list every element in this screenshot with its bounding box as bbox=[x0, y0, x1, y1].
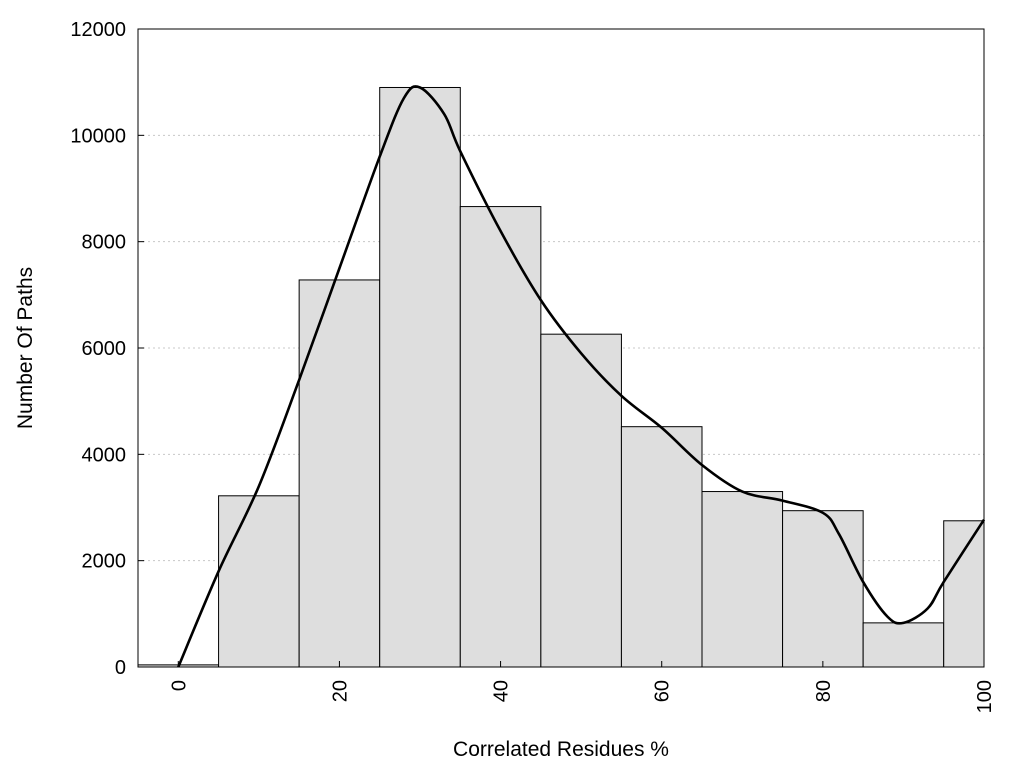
histogram-bar bbox=[862, 622, 945, 668]
histogram-bar bbox=[218, 495, 300, 668]
x-tick-label: 80 bbox=[813, 680, 835, 702]
y-tick-label: 0 bbox=[115, 657, 126, 679]
y-tick-label: 12000 bbox=[70, 19, 126, 41]
x-axis-ticks: 0 20 40 60 80 100 bbox=[168, 661, 996, 713]
x-tick-label: 100 bbox=[974, 680, 996, 713]
x-tick-label: 60 bbox=[652, 680, 674, 702]
y-tick-label: 10000 bbox=[70, 125, 126, 147]
histogram-bar bbox=[943, 520, 985, 668]
histogram-bar bbox=[379, 86, 461, 668]
histogram-bar bbox=[298, 279, 381, 668]
histogram-bar bbox=[782, 510, 864, 668]
histogram-bar bbox=[459, 206, 542, 668]
histogram-bar bbox=[620, 426, 703, 668]
x-tick-label: 20 bbox=[329, 680, 351, 702]
y-tick-label: 2000 bbox=[82, 551, 127, 573]
density-curve-line bbox=[177, 85, 986, 668]
y-tick-label: 4000 bbox=[82, 444, 127, 466]
y-tick-label: 8000 bbox=[82, 232, 127, 254]
y-axis-ticks: 0 2000 4000 6000 8000 10000 12000 bbox=[70, 19, 144, 679]
x-axis-title: Correlated Residues % bbox=[453, 738, 669, 761]
y-axis-title: Number Of Paths bbox=[14, 267, 37, 429]
y-tick-label: 6000 bbox=[82, 338, 127, 360]
density-curve bbox=[177, 85, 986, 668]
x-tick-label: 40 bbox=[491, 680, 513, 702]
x-tick-label: 0 bbox=[168, 680, 190, 691]
histogram-bar bbox=[540, 333, 622, 668]
histogram-bar bbox=[701, 491, 784, 668]
histogram-bars bbox=[137, 86, 985, 668]
